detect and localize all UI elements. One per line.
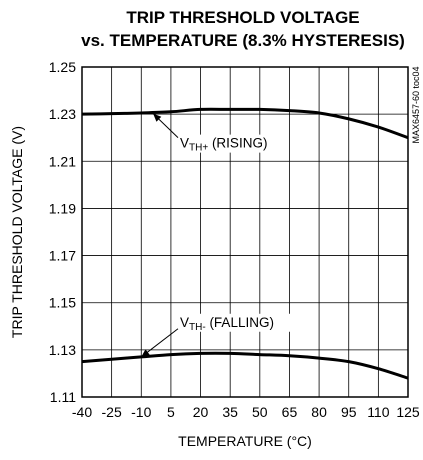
annotations: VTH+ (RISING) VTH- (FALLING)	[140, 113, 301, 358]
x-tick-label: 95	[341, 404, 357, 420]
x-tick-label: 20	[193, 404, 209, 420]
figure-reference: MAX6457-60 toc04	[411, 66, 421, 143]
y-axis-label: TRIP THRESHOLD VOLTAGE (V)	[9, 126, 25, 338]
x-tick-label: -40	[72, 404, 92, 420]
y-tick-label: 1.17	[49, 248, 76, 264]
x-tick-label: 50	[252, 404, 268, 420]
annotation-vth-rising: VTH+ (RISING)	[180, 136, 267, 154]
x-tick-label: -25	[102, 404, 122, 420]
annotation-background	[177, 313, 301, 332]
x-tick-label: 35	[222, 404, 238, 420]
y-tick-label: 1.21	[49, 153, 76, 169]
x-tick-label: 125	[396, 404, 420, 420]
y-tick-labels: 1.25 1.23 1.21 1.19 1.17 1.15 1.13 1.11	[49, 59, 76, 405]
series-line-vth-falling	[81, 351, 409, 380]
arrowhead	[141, 349, 150, 357]
y-tick-label: 1.19	[49, 200, 76, 216]
chart-title-line2: vs. TEMPERATURE (8.3% HYSTERESIS)	[81, 31, 405, 50]
annotation-background	[177, 134, 289, 153]
x-axis-label: TEMPERATURE (°C)	[178, 433, 312, 449]
x-tick-labels: -40 -25 -10 5 20 35 50 65 80 95 110 125	[72, 404, 420, 420]
y-tick-label: 1.25	[49, 59, 76, 75]
grid	[82, 67, 408, 397]
x-tick-label: 80	[311, 404, 327, 420]
x-tick-label: -10	[131, 404, 151, 420]
chart-title-line1: TRIP THRESHOLD VOLTAGE	[126, 8, 359, 27]
arrowhead	[153, 113, 162, 122]
y-tick-label: 1.23	[49, 106, 76, 122]
y-tick-label: 1.15	[49, 295, 76, 311]
series-lines	[81, 107, 409, 380]
x-tick-label: 5	[167, 404, 175, 420]
series-line-vth-rising	[81, 107, 409, 140]
x-tick-label: 65	[282, 404, 298, 420]
x-tick-label: 110	[367, 404, 390, 420]
plot-frame	[81, 66, 409, 398]
y-tick-label: 1.13	[49, 342, 76, 358]
y-tick-label: 1.11	[50, 389, 76, 405]
annotation-vth-falling: VTH- (FALLING)	[180, 315, 274, 333]
